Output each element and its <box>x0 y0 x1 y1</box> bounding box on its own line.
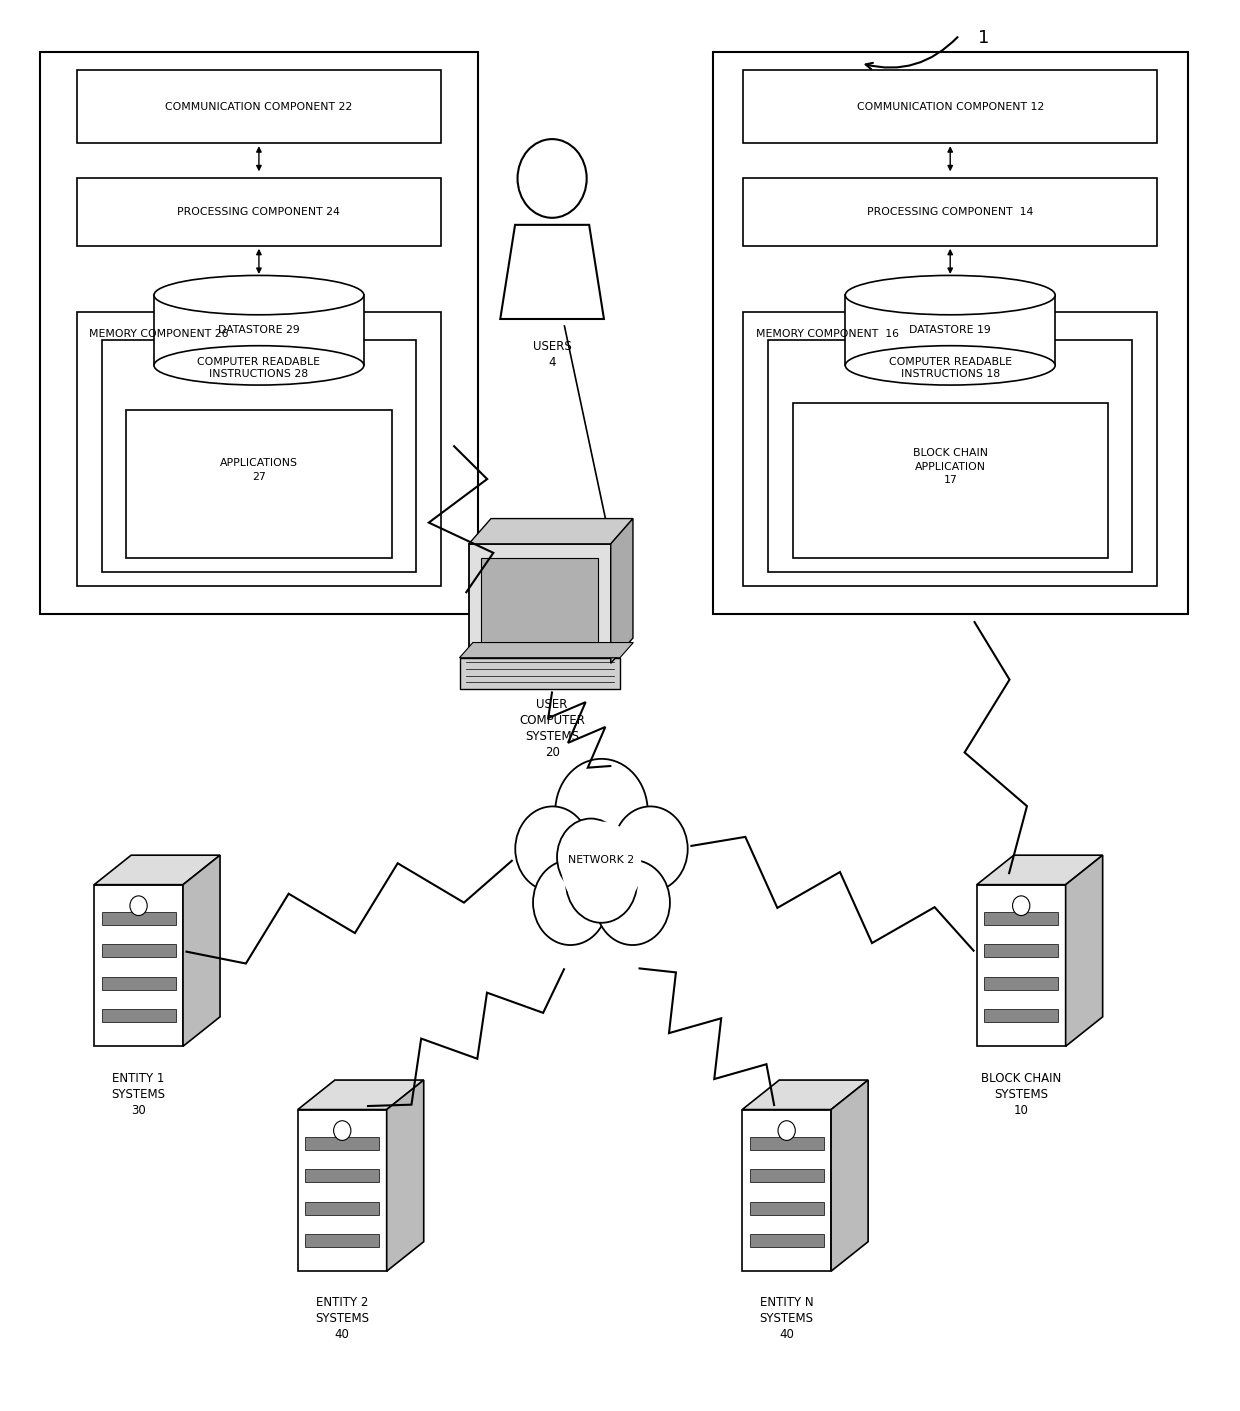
Circle shape <box>595 861 670 945</box>
Ellipse shape <box>846 346 1055 385</box>
Text: COMPUTER READABLE
INSTRUCTIONS 28: COMPUTER READABLE INSTRUCTIONS 28 <box>197 357 320 380</box>
Circle shape <box>517 140 587 217</box>
Circle shape <box>565 842 637 923</box>
Text: USER
COMPUTER
SYSTEMS
20: USER COMPUTER SYSTEMS 20 <box>520 698 585 759</box>
Circle shape <box>613 807 688 892</box>
Ellipse shape <box>154 275 363 315</box>
Bar <box>768 340 1132 571</box>
Polygon shape <box>1065 855 1102 1047</box>
Bar <box>985 912 1058 926</box>
Text: COMMUNICATION COMPONENT 12: COMMUNICATION COMPONENT 12 <box>857 102 1044 111</box>
Polygon shape <box>500 224 604 319</box>
Polygon shape <box>743 1079 868 1109</box>
Circle shape <box>516 807 590 892</box>
Bar <box>305 1235 379 1247</box>
Text: BLOCK CHAIN
SYSTEMS
10: BLOCK CHAIN SYSTEMS 10 <box>981 1071 1061 1116</box>
Text: BLOCK CHAIN
APPLICATION
17: BLOCK CHAIN APPLICATION 17 <box>913 449 988 485</box>
Bar <box>750 1170 823 1182</box>
Bar <box>743 1109 831 1271</box>
Circle shape <box>562 821 641 913</box>
Bar <box>77 71 441 144</box>
Polygon shape <box>94 855 219 885</box>
Text: COMPUTER READABLE
INSTRUCTIONS 18: COMPUTER READABLE INSTRUCTIONS 18 <box>889 357 1012 380</box>
Bar <box>126 411 392 557</box>
Text: PROCESSING COMPONENT 24: PROCESSING COMPONENT 24 <box>177 207 340 217</box>
Text: ENTITY 1
SYSTEMS
30: ENTITY 1 SYSTEMS 30 <box>112 1071 166 1116</box>
Bar <box>744 71 1157 144</box>
Bar <box>977 885 1065 1047</box>
Bar <box>102 976 176 989</box>
Bar <box>102 944 176 958</box>
Circle shape <box>533 861 608 945</box>
Bar <box>154 295 363 365</box>
Ellipse shape <box>846 275 1055 315</box>
Circle shape <box>557 818 625 896</box>
Text: COMMUNICATION COMPONENT 22: COMMUNICATION COMPONENT 22 <box>165 102 352 111</box>
Text: 1: 1 <box>978 28 990 47</box>
Text: ENTITY N
SYSTEMS
40: ENTITY N SYSTEMS 40 <box>760 1297 813 1342</box>
Polygon shape <box>611 519 632 663</box>
Text: PROCESSING COMPONENT  14: PROCESSING COMPONENT 14 <box>867 207 1033 217</box>
Text: DATASTORE 19: DATASTORE 19 <box>909 326 991 336</box>
Text: MEMORY COMPONENT 26: MEMORY COMPONENT 26 <box>89 329 228 339</box>
Bar <box>750 1235 823 1247</box>
Text: MEMORY COMPONENT  16: MEMORY COMPONENT 16 <box>756 329 899 339</box>
Bar <box>460 658 620 689</box>
Bar <box>102 340 417 571</box>
Text: ENTITY 2
SYSTEMS
40: ENTITY 2 SYSTEMS 40 <box>315 1297 370 1342</box>
Circle shape <box>556 759 647 864</box>
Bar <box>102 912 176 926</box>
Text: APPLICATIONS
27: APPLICATIONS 27 <box>219 459 298 481</box>
Text: NETWORK 2: NETWORK 2 <box>568 855 635 865</box>
Bar <box>305 1170 379 1182</box>
Bar <box>77 312 441 586</box>
Bar <box>305 1137 379 1150</box>
Bar <box>744 312 1157 586</box>
Ellipse shape <box>154 346 363 385</box>
Bar <box>750 1202 823 1215</box>
Polygon shape <box>831 1079 868 1271</box>
Bar <box>40 52 479 614</box>
Bar <box>985 1009 1058 1022</box>
Polygon shape <box>184 855 219 1047</box>
Polygon shape <box>298 1079 424 1109</box>
Polygon shape <box>977 855 1102 885</box>
Bar <box>481 557 599 649</box>
Bar <box>792 404 1107 557</box>
Text: DATASTORE 29: DATASTORE 29 <box>218 326 300 336</box>
Bar <box>305 1202 379 1215</box>
Circle shape <box>130 896 148 916</box>
Circle shape <box>777 1120 795 1140</box>
Polygon shape <box>460 642 634 658</box>
Bar <box>713 52 1188 614</box>
Text: USERS
4: USERS 4 <box>533 340 572 370</box>
Bar <box>94 885 184 1047</box>
Bar <box>846 295 1055 365</box>
Bar <box>744 178 1157 246</box>
Polygon shape <box>469 519 632 543</box>
Polygon shape <box>387 1079 424 1271</box>
Bar <box>469 543 611 663</box>
Bar <box>102 1009 176 1022</box>
Bar <box>985 944 1058 958</box>
Bar <box>985 976 1058 989</box>
Bar <box>750 1137 823 1150</box>
Bar <box>298 1109 387 1271</box>
Bar <box>77 178 441 246</box>
Circle shape <box>334 1120 351 1140</box>
Circle shape <box>1013 896 1030 916</box>
